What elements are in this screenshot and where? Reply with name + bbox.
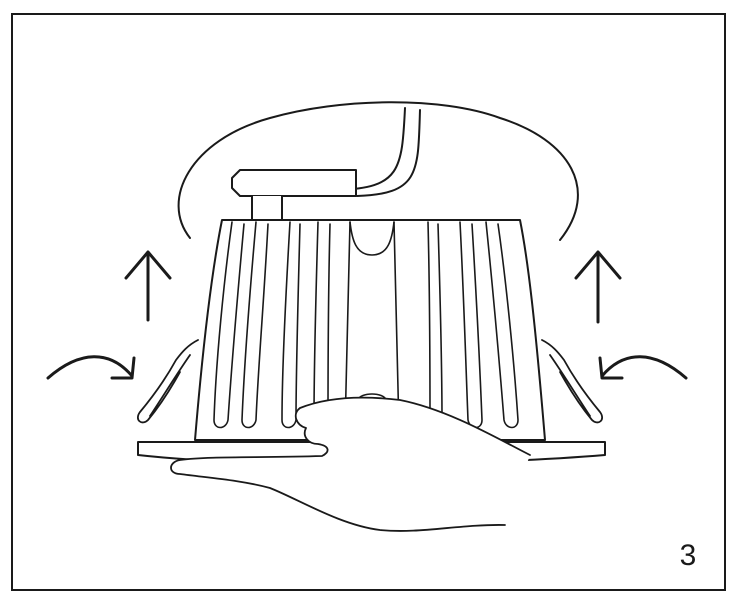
arrow-up-icon [574,250,622,324]
curved-arrow-icon [46,355,136,380]
curved-arrow-icon [598,355,688,380]
spring-clip-left [136,339,199,424]
step-number: 3 [679,539,697,572]
ceiling-cutout [177,101,579,241]
connector-block [231,169,357,197]
installer-hand [170,396,531,532]
arrow-up-icon [124,250,172,322]
spring-clip-right [541,339,604,424]
